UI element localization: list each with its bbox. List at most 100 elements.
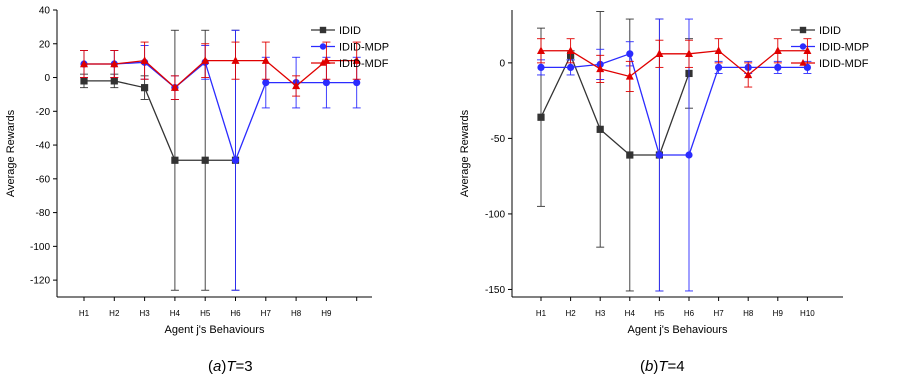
data-point-marker [655,49,664,58]
data-point-marker [353,78,361,87]
data-point-marker [799,26,807,34]
series-line [84,80,236,161]
data-point-marker [715,63,723,71]
y-tick-label: -150 [485,285,505,296]
series-line [540,53,690,156]
chart-panel-b: 0 -50 -100 -150 H1 H2 H3 H4 H5 H6 H7 H8 H9 H10 Agent j… [459,10,869,336]
y-axis-title: Average Rewards [459,109,471,197]
x-tick-label: H8 [291,309,302,318]
x-axis-title: Agent j's Behaviours [165,324,265,336]
chart-panel-a: 40 20 0 -20 -40 -60 -80 -100 -120 H1 H2 H3 H4 H5 H6 H7 H… [5,6,389,337]
y-tick-label: -100 [485,209,505,220]
series-line [84,59,357,89]
data-point-marker [261,56,270,64]
x-tick-label: H1 [536,309,547,318]
caption-b-value: =4 [667,358,685,375]
caption-a: (a)T=3 [208,358,253,375]
y-tick-label: 0 [44,73,50,84]
x-tick-label: H2 [109,309,120,318]
data-point-marker [322,78,330,87]
y-axis-title: Average Rewards [5,109,17,197]
x-tick-label: H4 [170,309,181,318]
legend-item-idid-mdp: IDID-MDP [791,42,869,54]
legend-label: IDID-MDF [339,58,389,70]
y-tick-label: -80 [36,208,51,219]
x-tick-label: H9 [321,309,332,318]
x-tick-label: H3 [595,309,606,318]
series-line [541,50,808,78]
legend-label: IDID [339,25,361,37]
y-tick-label: -120 [30,276,50,287]
data-point-marker [319,26,327,34]
data-point-marker [201,56,210,64]
data-point-marker [714,46,723,54]
y-tick-label: -100 [30,242,50,253]
caption-a-variable: T [226,358,236,375]
data-point-marker [596,64,605,73]
data-point-marker [262,78,270,87]
series-idid-mdf [537,38,812,93]
series-line [541,52,808,156]
series-idid [80,29,240,291]
caption-b-label: b [645,358,654,375]
data-point-marker [773,46,782,54]
x-tick-label: H7 [713,309,724,318]
data-point-marker [352,56,361,64]
data-point-marker [171,156,179,164]
y-tick-label: 0 [499,58,505,69]
x-tick-label: H4 [625,309,636,318]
y-tick-label: -60 [36,174,51,185]
x-tick-label: H1 [79,309,90,318]
series-idid-mdf [80,41,361,100]
x-tick-label: H9 [773,309,784,318]
data-point-marker [231,56,240,64]
data-point-marker [537,46,545,54]
x-tick-label: H5 [200,309,211,318]
y-tick-label: -50 [491,134,506,145]
data-point-marker [537,113,545,121]
caption-a-label: a [213,358,222,375]
data-point-marker [799,43,807,50]
x-tick-label: H7 [261,309,272,318]
legend-item-idid: IDID [791,25,841,37]
caption-b-variable: T [658,358,668,375]
x-tick-label: H8 [743,309,754,318]
data-point-marker [141,84,149,92]
data-point-marker [596,125,604,133]
data-point-marker [685,151,693,159]
data-point-marker [626,151,634,159]
x-tick-label: H3 [139,309,150,318]
data-point-marker [626,50,634,58]
data-point-marker [566,46,575,54]
y-tick-label: 40 [39,6,51,17]
data-point-marker [80,59,88,68]
y-tick-label: -20 [36,107,51,118]
data-point-marker [231,156,240,164]
legend-label: IDID [819,25,841,37]
x-tick-label: H10 [800,309,815,318]
x-tick-label: H6 [684,309,695,318]
data-point-marker [625,72,634,80]
data-point-marker [744,70,753,79]
data-point-marker [80,77,88,85]
data-point-marker [803,46,812,54]
legend-label: IDID-MDP [819,42,869,54]
legend-item-idid-mdf: IDID-MDF [311,58,389,70]
data-point-marker [110,77,118,85]
caption-a-value: =3 [235,358,253,375]
caption-b: (b)T=4 [640,358,685,375]
data-point-marker [537,63,545,71]
legend-item-idid-mdp: IDID-MDP [311,42,389,54]
data-point-marker [799,59,807,66]
data-point-marker [685,49,693,58]
y-tick-label: -40 [36,141,51,152]
legend-label: IDID-MDF [819,58,869,70]
x-axis-title: Agent j's Behaviours [628,324,728,336]
data-point-marker [655,151,664,159]
data-point-marker [170,83,179,91]
series-line [84,61,357,163]
legend-item-idid-mdf: IDID-MDF [791,58,869,70]
x-tick-label: H2 [565,309,576,318]
y-tick-label: 20 [39,39,51,50]
